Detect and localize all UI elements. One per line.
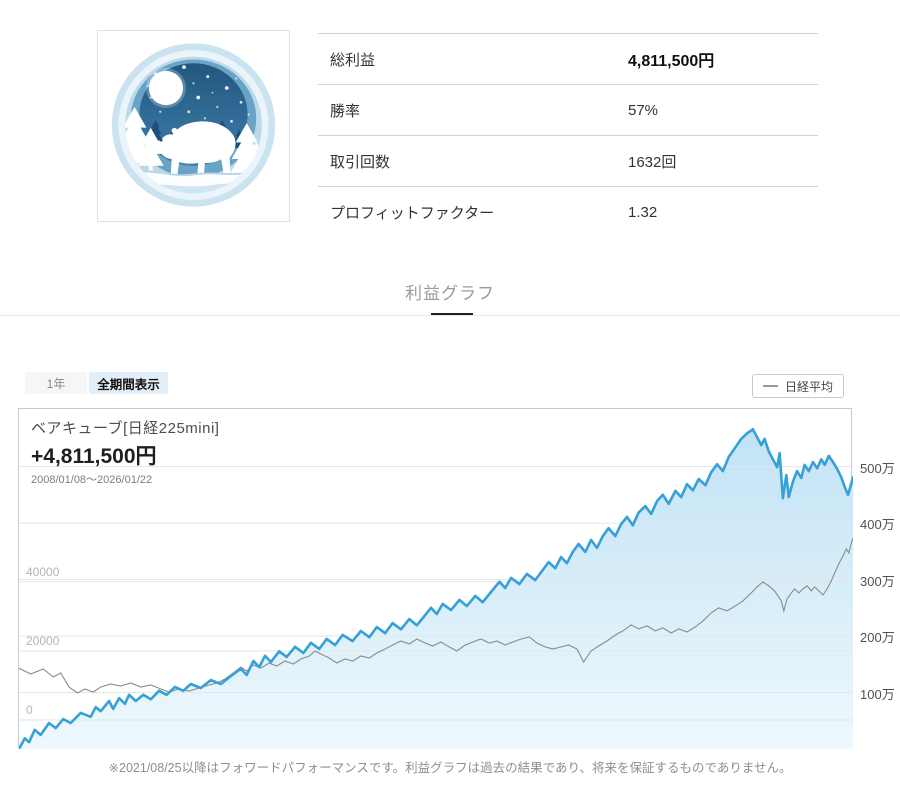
stats-table: 総利益 4,811,500円 勝率 57% 取引回数 1632回 プロフィットフ…: [318, 33, 818, 237]
axis-tick-label: 200万: [860, 630, 895, 646]
stat-label: 取引回数: [330, 153, 391, 171]
period-all-button[interactable]: 全期間表示: [89, 372, 168, 394]
chart-total-profit: +4,811,500円: [31, 445, 157, 468]
tab-active-underline: [431, 313, 473, 315]
avatar-illustration: [98, 31, 289, 221]
axis-tick-label: 0: [26, 703, 33, 717]
stat-row-profit-factor: プロフィットファクター 1.32: [318, 186, 818, 237]
tab-bar: 利益グラフ: [0, 279, 900, 315]
legend-label: 日経平均: [785, 379, 834, 394]
tab-profit-graph[interactable]: 利益グラフ: [405, 284, 495, 303]
axis-tick-label: 40000: [26, 564, 60, 579]
chart-panel: ベアキューブ[日経225mini] +4,811,500円 2008/01/08…: [18, 408, 895, 749]
stat-label: 勝率: [330, 102, 361, 120]
chart-date-range: 2008/01/08～2026/01/22: [31, 474, 153, 486]
stat-label: プロフィットファクター: [330, 204, 495, 222]
legend-line-icon: [763, 385, 778, 387]
stat-value: 57%: [628, 101, 659, 119]
period-1y-button[interactable]: 1年: [25, 372, 87, 394]
stat-label: 総利益: [330, 51, 376, 69]
axis-tick-label: 500万: [860, 460, 895, 476]
stat-row-total-profit: 総利益 4,811,500円: [318, 33, 818, 84]
nikkei-legend-toggle[interactable]: 日経平均: [752, 374, 845, 398]
stat-row-win-rate: 勝率 57%: [318, 84, 818, 135]
chart-title: ベアキューブ[日経225mini]: [31, 420, 220, 437]
stat-row-trade-count: 取引回数 1632回: [318, 135, 818, 186]
chart-header: ベアキューブ[日経225mini] +4,811,500円 2008/01/08…: [31, 417, 219, 487]
stat-value: 1632回: [628, 153, 677, 171]
profit-chart-svg: [19, 427, 853, 749]
section-divider: [0, 315, 900, 316]
axis-tick-label: 300万: [860, 573, 895, 589]
axis-tick-label: 100万: [860, 686, 895, 702]
stat-value: 1.32: [628, 203, 658, 221]
avatar-card: [97, 30, 290, 222]
axis-tick-label: 20000: [26, 633, 60, 648]
footer-disclaimer: ※2021/08/25以降はフォワードパフォーマンスです。利益グラフは過去の結果…: [108, 761, 792, 775]
stat-value: 4,811,500円: [628, 53, 715, 70]
axis-tick-label: 400万: [860, 517, 895, 533]
